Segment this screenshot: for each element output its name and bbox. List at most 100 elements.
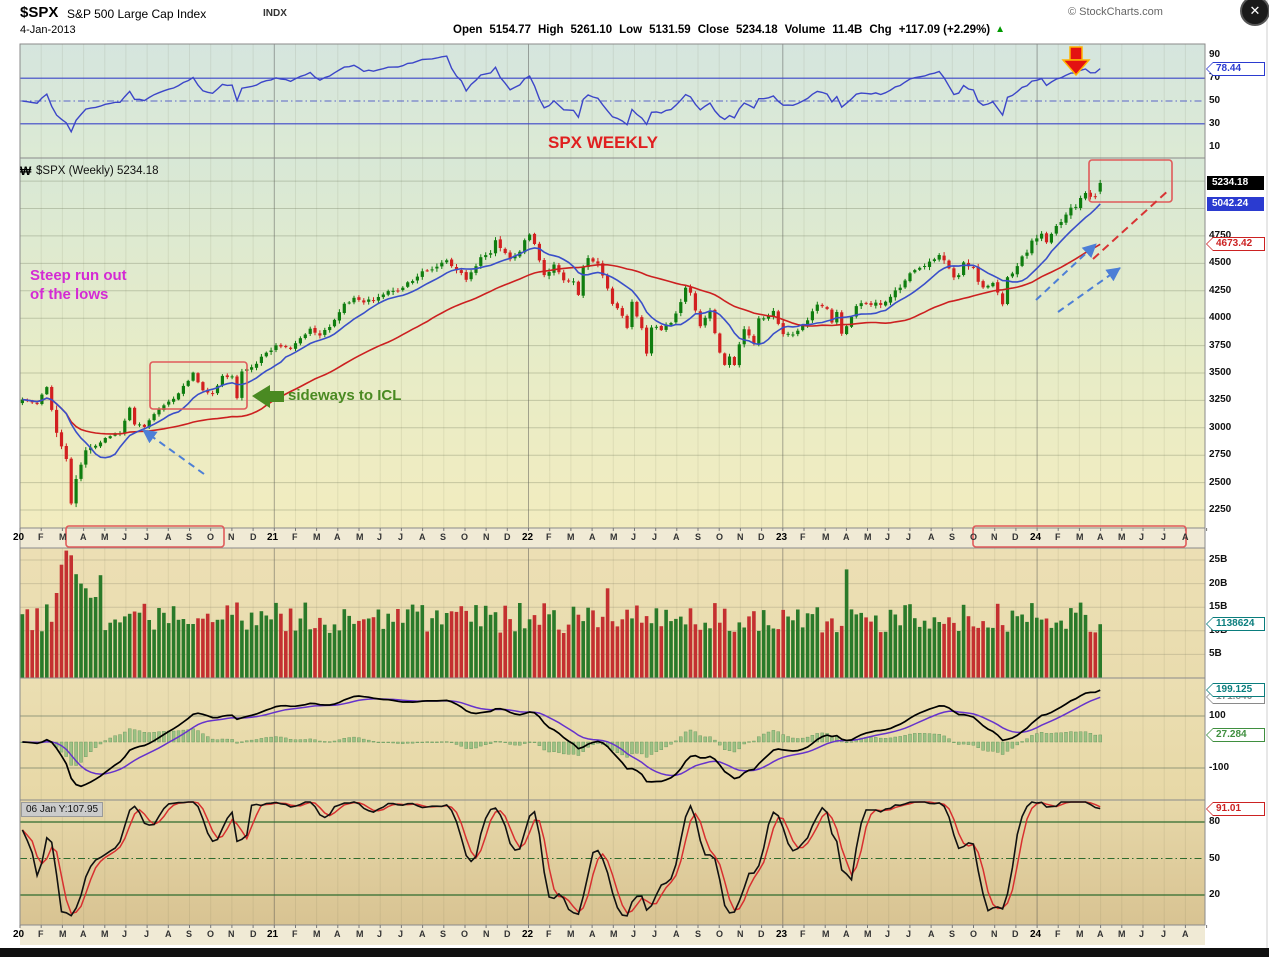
rsi-series — [22, 55, 1101, 134]
x-month-label: J — [1139, 532, 1145, 542]
x-month-label: J — [122, 532, 128, 542]
close-button[interactable]: ✕ — [1240, 0, 1269, 26]
x-month-label: A — [80, 532, 87, 542]
x-month-label: M — [1076, 929, 1084, 939]
symbol-name: S&P 500 Large Cap Index — [67, 7, 207, 21]
up-triangle-icon: ▲ — [995, 24, 1006, 35]
badge-price-ma-fast: 5042.24 — [1207, 197, 1264, 211]
x-year-label: 23 — [776, 929, 788, 940]
y-tick-label: 15B — [1209, 601, 1228, 613]
high-value: 5261.10 — [570, 24, 613, 36]
red-annotation-box — [972, 525, 1187, 548]
x-month-label: O — [207, 929, 215, 939]
badge-rsi: 78.44 — [1206, 62, 1265, 76]
ma-fast-line — [22, 203, 1101, 459]
x-month-label: O — [716, 532, 724, 542]
x-month-label: A — [843, 532, 850, 542]
x-month-label: J — [1161, 532, 1167, 542]
volume-label: Volume — [784, 24, 826, 36]
x-month-label: M — [59, 532, 67, 542]
x-month-label: S — [186, 929, 193, 939]
y-tick-label: 20B — [1209, 577, 1228, 589]
x-month-label: J — [906, 532, 912, 542]
y-tick-label: 50 — [1209, 852, 1221, 864]
x-year-label: 21 — [267, 929, 279, 940]
x-axis-strip-top — [20, 528, 1205, 548]
y-tick-label: 3750 — [1209, 339, 1232, 351]
x-month-label: O — [970, 532, 978, 542]
x-month-label: J — [377, 532, 383, 542]
x-month-label: F — [38, 929, 44, 939]
y-tick-label: 4750 — [1209, 229, 1232, 241]
red-down-arrow-icon — [1061, 59, 1091, 77]
x-month-label: J — [906, 929, 912, 939]
y-tick-label: 70 — [1209, 72, 1221, 84]
drawn-annotations — [65, 46, 1187, 548]
x-month-label: J — [398, 532, 404, 542]
x-month-label: J — [885, 929, 891, 939]
badge-stoch: 91.01 — [1206, 802, 1265, 816]
x-year-label: 22 — [522, 929, 534, 940]
x-month-label: F — [800, 532, 806, 542]
x-month-label: M — [864, 929, 872, 939]
y-tick-label: 2500 — [1209, 476, 1232, 488]
x-month-label: J — [377, 929, 383, 939]
x-month-label: A — [928, 929, 935, 939]
open-value: 5154.77 — [489, 24, 531, 36]
steep-run-line2: of the lows — [30, 286, 109, 303]
x-month-label: M — [356, 929, 364, 939]
x-month-label: A — [165, 929, 172, 939]
x-month-label: J — [122, 929, 128, 939]
x-year-label: 20 — [13, 929, 25, 940]
exchange-label: INDX — [263, 8, 287, 19]
y-tick-label: 90 — [1209, 49, 1221, 61]
green-left-arrow-icon — [252, 385, 284, 408]
blue-dashed-arrow — [142, 429, 205, 475]
x-month-label: M — [59, 929, 67, 939]
steep-run-line1: Steep run out — [30, 267, 127, 284]
price-panel — [20, 158, 1205, 528]
x-month-label: N — [991, 929, 998, 939]
x-month-label: A — [1182, 929, 1189, 939]
x-month-label: O — [461, 532, 469, 542]
x-month-label: A — [165, 532, 172, 542]
x-month-label: F — [800, 929, 806, 939]
x-month-label: M — [567, 532, 575, 542]
x-month-label: J — [652, 532, 658, 542]
x-month-label: F — [292, 532, 298, 542]
x-month-label: M — [313, 532, 321, 542]
x-month-label: M — [1118, 532, 1126, 542]
copyright: © StockCharts.com — [1068, 6, 1163, 18]
x-month-label: A — [673, 929, 680, 939]
x-month-label: A — [334, 929, 341, 939]
blue-dashed-arrow — [1035, 243, 1097, 301]
x-month-label: S — [949, 929, 956, 939]
chart-date: 4-Jan-2013 — [20, 24, 76, 36]
chg-value: +117.09 (+2.29%) — [898, 24, 991, 36]
x-month-label: A — [843, 929, 850, 939]
x-year-label: 22 — [522, 532, 534, 543]
x-month-label: J — [631, 929, 637, 939]
x-month-label: A — [1097, 532, 1104, 542]
x-month-label: M — [313, 929, 321, 939]
x-month-label: N — [228, 929, 235, 939]
x-month-label: O — [716, 929, 724, 939]
x-axis-strip-bottom — [20, 925, 1205, 945]
x-month-label: M — [101, 532, 109, 542]
x-month-label: D — [250, 929, 257, 939]
x-month-label: F — [38, 532, 44, 542]
x-month-label: M — [356, 532, 364, 542]
x-month-label: F — [292, 929, 298, 939]
y-tick-label: 3250 — [1209, 394, 1232, 406]
x-month-label: A — [1182, 532, 1189, 542]
price-panel-title: $SPX (Weekly) 5234.18 — [36, 165, 159, 177]
x-month-label: A — [673, 532, 680, 542]
x-month-label: N — [991, 532, 998, 542]
y-tick-label: 20 — [1209, 889, 1221, 900]
y-tick-label: 10 — [1209, 140, 1221, 152]
y-tick-label: 80 — [1209, 816, 1221, 827]
volume-value: 11.4B — [832, 24, 863, 36]
x-month-label: A — [419, 532, 426, 542]
x-year-label: 21 — [267, 532, 279, 543]
